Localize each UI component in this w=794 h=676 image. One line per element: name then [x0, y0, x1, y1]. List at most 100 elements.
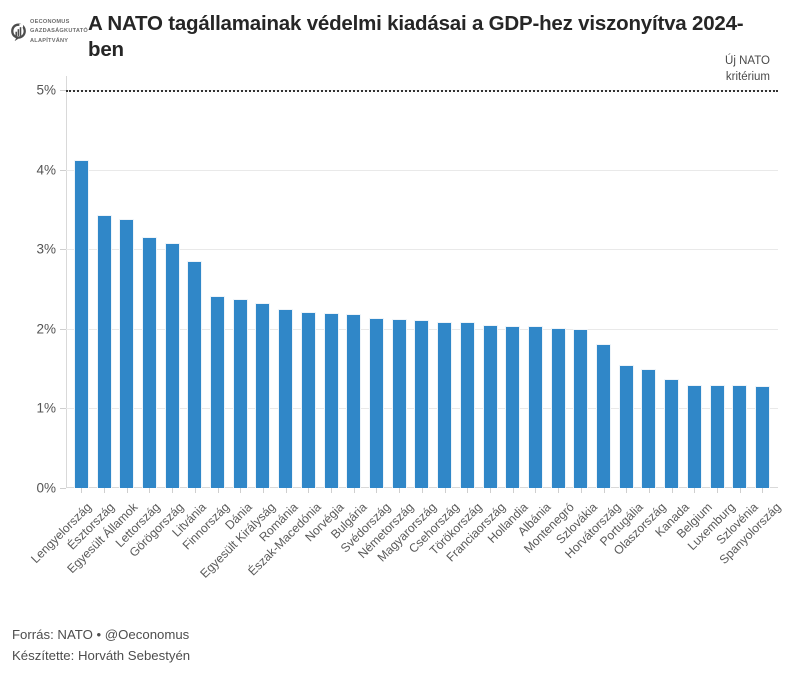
bar[interactable] [596, 343, 612, 488]
y-axis-tick-mark [60, 408, 66, 410]
gridline [66, 249, 778, 251]
source-text: Forrás: NATO • @Oeconomus [12, 627, 190, 643]
bar[interactable] [437, 321, 453, 488]
bar-slot [115, 90, 138, 493]
bar[interactable] [300, 312, 316, 488]
x-axis-tick-mark [671, 488, 673, 493]
bar[interactable] [641, 369, 657, 488]
bar-slot [138, 90, 161, 493]
x-axis-tick-mark [535, 488, 537, 493]
bar[interactable] [73, 160, 89, 488]
bar[interactable] [550, 328, 566, 488]
bar-slot [660, 90, 683, 493]
x-axis-tick-mark [717, 488, 719, 493]
bar[interactable] [709, 385, 725, 488]
bar[interactable] [119, 218, 135, 488]
x-axis-tick-mark [217, 488, 219, 493]
x-axis-tick-mark [262, 488, 264, 493]
bar-slot [638, 90, 661, 493]
brand-line-3: ALAPÍTVÁNY [30, 37, 69, 44]
brand-line-1: OECONOMUS [30, 19, 70, 26]
x-axis-tick-mark [285, 488, 287, 493]
bar-slot [615, 90, 638, 493]
x-axis-labels: Lengyelország Észtország Egyesült Államok L… [29, 500, 783, 610]
bar-slot [728, 90, 751, 493]
criterion-reference-line [66, 90, 778, 92]
bar-slot [388, 90, 411, 493]
x-axis-tick-mark [376, 488, 378, 493]
bar[interactable] [754, 386, 770, 488]
bar-slot [252, 90, 275, 493]
bar-slot [229, 90, 252, 493]
bar[interactable] [255, 302, 271, 488]
bar[interactable] [323, 312, 339, 488]
x-axis-tick-mark [444, 488, 446, 493]
x-axis-tick-mark [648, 488, 650, 493]
bar-slot [342, 90, 365, 493]
bar[interactable] [164, 242, 180, 488]
bar[interactable] [141, 237, 157, 488]
bar[interactable] [527, 326, 543, 488]
y-axis-tick-mark [60, 328, 66, 330]
y-axis-tick-mark [60, 169, 66, 171]
bar[interactable] [187, 261, 203, 488]
x-axis-tick-mark [104, 488, 106, 493]
bar[interactable] [232, 299, 248, 488]
bar-slot [365, 90, 388, 493]
y-axis-tick-mark [60, 90, 66, 91]
bar[interactable] [346, 314, 362, 488]
x-axis-tick-mark [512, 488, 514, 493]
author-text: Készítette: Horváth Sebestyén [12, 647, 191, 663]
y-axis-tick-label: 1% [36, 400, 56, 416]
plot-region: 0% 1% 2% 3% 4% 5% Új NATO kritérium [36, 55, 778, 496]
brand-logo: OECONOMUS GAZDASÁGKUTATÓ ALAPÍTVÁNY [10, 8, 88, 56]
bar-slot [206, 90, 229, 493]
bar-slot [569, 90, 592, 493]
bar[interactable] [686, 384, 702, 488]
bar-slot [501, 90, 524, 493]
bar-slot [93, 90, 116, 493]
oeconomus-logo-icon [11, 23, 26, 42]
y-axis-tick-label: 2% [36, 321, 56, 337]
y-axis-tick-mark [60, 488, 66, 489]
bar[interactable] [414, 320, 430, 488]
criterion-annotation: Új NATO kritérium [725, 55, 770, 83]
bar-slot [411, 90, 434, 493]
x-axis-tick-mark [421, 488, 423, 493]
bar-slot [274, 90, 297, 493]
x-axis-tick-mark [308, 488, 310, 493]
bar[interactable] [368, 318, 384, 488]
brand-wordmark: OECONOMUS GAZDASÁGKUTATÓ ALAPÍTVÁNY [30, 18, 88, 45]
x-axis-tick-mark [467, 488, 469, 493]
bar[interactable] [664, 378, 680, 488]
bar[interactable] [618, 364, 634, 488]
bar-slot [433, 90, 456, 493]
bar-slot [547, 90, 570, 493]
x-axis-tick-mark [353, 488, 355, 493]
bar[interactable] [210, 296, 226, 488]
bar[interactable] [573, 328, 589, 488]
x-axis-tick-mark [240, 488, 242, 493]
x-axis-tick-mark [149, 488, 151, 493]
bar[interactable] [459, 322, 475, 488]
x-axis-tick-mark [172, 488, 174, 493]
x-axis-tick-mark [626, 488, 628, 493]
bar[interactable] [482, 324, 498, 488]
bar-slot [751, 90, 774, 493]
chart-header: OECONOMUS GAZDASÁGKUTATÓ ALAPÍTVÁNY A NA… [0, 0, 794, 64]
y-axis-tick-mark [60, 249, 66, 251]
bar[interactable] [505, 325, 521, 488]
y-axis-tick-label: 0% [36, 480, 56, 496]
bar[interactable] [732, 385, 748, 488]
x-axis-tick-mark [603, 488, 605, 493]
bar-slot [184, 90, 207, 493]
x-axis-tick-mark [126, 488, 128, 493]
x-axis-tick-mark [762, 488, 764, 493]
page-title: A NATO tagállamainak védelmi kiadásai a … [88, 12, 744, 62]
bar-slot [161, 90, 184, 493]
bar-slot [479, 90, 502, 493]
bar[interactable] [278, 308, 294, 488]
bar[interactable] [391, 319, 407, 488]
bar[interactable] [96, 214, 112, 488]
bar-slot [70, 90, 93, 493]
